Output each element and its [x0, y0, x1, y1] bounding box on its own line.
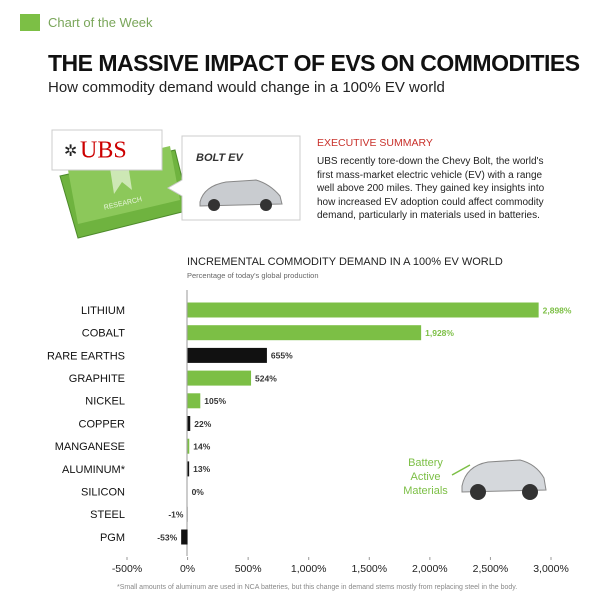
value-label: 1,928% [425, 328, 454, 338]
summary-text: UBS recently tore-down the Chevy Bolt, t… [317, 156, 545, 221]
brand: UBS [80, 138, 127, 164]
bar [187, 302, 539, 318]
chart-subtitle: Percentage of today's global production [187, 271, 319, 280]
value-label: 13% [193, 464, 210, 474]
bar [187, 461, 190, 477]
chart-title: INCREMENTAL COMMODITY DEMAND IN A 100% E… [187, 256, 503, 268]
bar [181, 529, 188, 545]
category-label: RARE EARTHS [47, 350, 125, 362]
category-label: COBALT [82, 328, 125, 340]
category-label: ALUMINUM* [62, 464, 126, 476]
value-label: 2,898% [543, 305, 572, 315]
value-label: 524% [255, 373, 277, 383]
x-tick-label: 3,000% [533, 563, 569, 575]
value-label: 655% [271, 351, 293, 361]
tag: Chart of the Week [48, 15, 153, 30]
tag-marker [20, 14, 40, 31]
category-label: NICKEL [85, 396, 125, 408]
bar [187, 416, 191, 431]
subtitle: How commodity demand would change in a 1… [48, 79, 445, 96]
category-label: LITHIUM [81, 305, 125, 317]
value-label: 14% [193, 441, 210, 451]
x-tick-label: 0% [180, 563, 195, 575]
car-label: BOLT EV [196, 152, 245, 164]
x-tick-label: 2,000% [412, 563, 448, 575]
category-label: STEEL [90, 509, 125, 521]
x-tick-label: 1,000% [291, 563, 327, 575]
x-tick-label: 500% [235, 563, 262, 575]
summary-heading: EXECUTIVE SUMMARY [317, 137, 433, 149]
value-label: -53% [157, 532, 177, 542]
annotation-car [451, 459, 547, 500]
title: THE MASSIVE IMPACT OF EVS ON COMMODITIES [48, 50, 580, 76]
category-label: GRAPHITE [69, 373, 125, 385]
bar [187, 438, 190, 454]
value-label: -1% [168, 510, 184, 520]
value-label: 22% [194, 419, 211, 429]
category-label: PGM [100, 532, 125, 544]
bar [187, 370, 252, 386]
bar [187, 393, 201, 409]
value-label: 105% [204, 396, 226, 406]
x-tick-label: 2,500% [473, 563, 509, 575]
ubs-book: RESEARCH UBS ✲ [51, 129, 191, 239]
category-label: COPPER [79, 418, 126, 430]
category-label: MANGANESE [55, 441, 125, 453]
x-tick-label: -500% [112, 563, 142, 575]
car-bubble: BOLT EV [166, 135, 301, 221]
category-label: SILICON [81, 487, 125, 499]
brand-icon: ✲ [64, 143, 77, 160]
x-tick-label: 1,500% [351, 563, 387, 575]
footnote: *Small amounts of aluminum are used in N… [117, 584, 518, 591]
annotation: Battery Active Materials [403, 457, 448, 497]
bar [187, 325, 422, 341]
bar [187, 347, 267, 363]
value-label: 0% [192, 487, 205, 497]
